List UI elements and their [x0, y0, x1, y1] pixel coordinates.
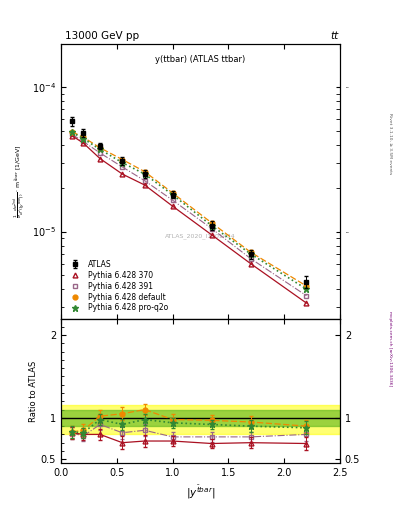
- Bar: [61, 406, 340, 434]
- X-axis label: $|y^{\bar{t}bar}|$: $|y^{\bar{t}bar}|$: [185, 484, 215, 501]
- Legend: ATLAS, Pythia 6.428 370, Pythia 6.428 391, Pythia 6.428 default, Pythia 6.428 pr: ATLAS, Pythia 6.428 370, Pythia 6.428 39…: [65, 258, 170, 315]
- Text: y(ttbar) (ATLAS ttbar): y(ttbar) (ATLAS ttbar): [155, 54, 246, 63]
- Bar: [61, 410, 340, 426]
- Text: tt: tt: [331, 31, 339, 41]
- Y-axis label: $\frac{1}{\sigma}\frac{d\sigma^{2nd}}{d^2(|y^{\bar{t}bar}|)}$ $\cdot$ m$^{\bar{t: $\frac{1}{\sigma}\frac{d\sigma^{2nd}}{d^…: [12, 144, 28, 218]
- Text: 13000 GeV pp: 13000 GeV pp: [65, 31, 139, 41]
- Text: Rivet 3.1.10, ≥ 3.5M events: Rivet 3.1.10, ≥ 3.5M events: [388, 113, 392, 174]
- Text: ATLAS_2020_I1801434: ATLAS_2020_I1801434: [165, 233, 236, 239]
- Text: mcplots.cern.ch [arXiv:1306.3436]: mcplots.cern.ch [arXiv:1306.3436]: [388, 311, 392, 386]
- Y-axis label: Ratio to ATLAS: Ratio to ATLAS: [29, 360, 38, 421]
